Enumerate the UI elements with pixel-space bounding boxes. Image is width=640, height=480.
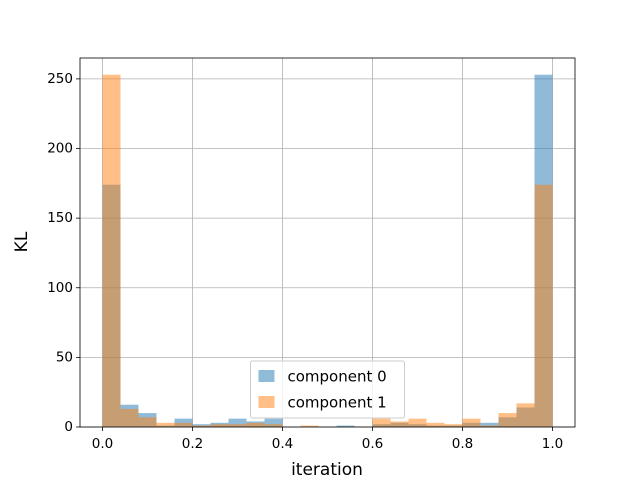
bar — [534, 184, 553, 427]
y-tick-label: 200 — [47, 141, 73, 157]
bar — [390, 421, 409, 427]
plot-frame — [79, 57, 576, 428]
x-tick-label: 0.0 — [92, 436, 113, 452]
x-tick-label: 0.8 — [452, 436, 473, 452]
bar — [192, 425, 211, 427]
legend: component 0 component 1 — [250, 360, 405, 419]
bar — [480, 422, 499, 427]
bar — [264, 418, 283, 427]
bar — [336, 425, 355, 427]
bar — [372, 418, 391, 427]
bar — [138, 417, 157, 427]
bar — [408, 418, 427, 427]
bar — [444, 424, 463, 427]
y-tick-label: 150 — [47, 210, 73, 226]
x-tick-label: 0.6 — [362, 436, 383, 452]
bar — [120, 408, 139, 427]
x-tick-label: 0.2 — [182, 436, 203, 452]
bar — [246, 422, 265, 427]
bar — [228, 424, 247, 427]
legend-label: component 1 — [288, 394, 387, 412]
bar — [210, 424, 229, 427]
bar — [228, 418, 247, 427]
bar — [498, 413, 517, 427]
bar — [264, 424, 283, 427]
bar — [480, 425, 499, 427]
y-tick-label: 100 — [47, 280, 73, 296]
bar — [462, 418, 481, 427]
legend-frame — [250, 360, 405, 419]
y-tick-label: 250 — [47, 71, 73, 87]
x-tick-label: 1.0 — [542, 436, 563, 452]
y-axis-label: KL — [12, 231, 32, 252]
x-tick-label: 0.4 — [272, 436, 293, 452]
bar — [426, 422, 445, 427]
x-axis-label: iteration — [291, 460, 363, 480]
legend-label: component 0 — [288, 368, 387, 386]
legend-swatch — [258, 370, 275, 382]
bar — [300, 425, 319, 427]
legend-swatch — [258, 396, 275, 408]
bar — [174, 422, 193, 427]
bar — [516, 403, 535, 427]
bar — [156, 422, 175, 427]
bar — [102, 74, 121, 427]
y-tick-label: 50 — [56, 349, 73, 365]
y-tick-label: 0 — [64, 419, 73, 435]
